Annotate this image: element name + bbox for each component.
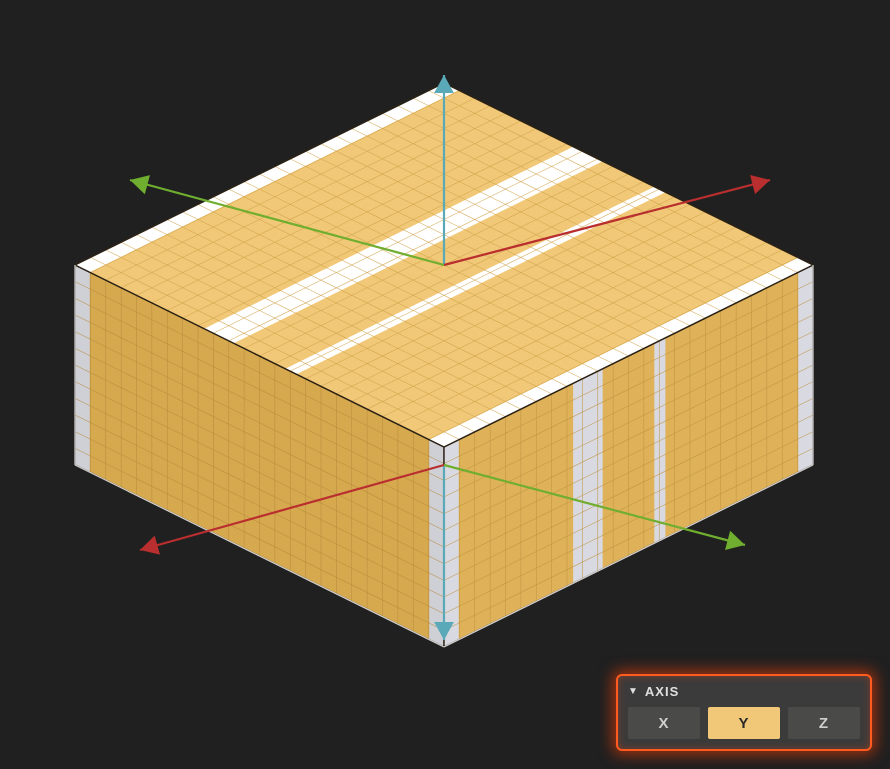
axis-panel-header[interactable]: ▼ AXIS	[628, 684, 860, 699]
axis-button-y[interactable]: Y	[708, 707, 780, 739]
axis-panel-title: AXIS	[645, 684, 679, 699]
disclosure-triangle-icon: ▼	[628, 686, 639, 697]
axis-button-z[interactable]: Z	[788, 707, 860, 739]
viewport-3d[interactable]: ▼ AXIS XYZ	[0, 0, 890, 769]
axis-button-x[interactable]: X	[628, 707, 700, 739]
axis-panel: ▼ AXIS XYZ	[616, 674, 872, 751]
axis-button-row: XYZ	[628, 707, 860, 739]
scene-svg	[0, 0, 890, 769]
